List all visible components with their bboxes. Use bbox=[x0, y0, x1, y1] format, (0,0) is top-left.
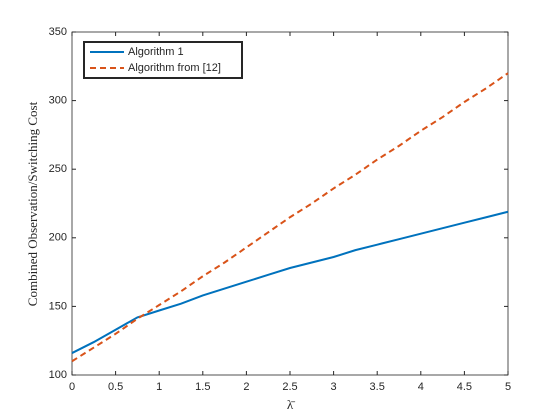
x-tick-label: 1.5 bbox=[195, 381, 210, 393]
series-line bbox=[71, 210, 509, 354]
x-tick-label: 0 bbox=[69, 381, 75, 393]
y-tick-label: 200 bbox=[49, 232, 67, 244]
series-line bbox=[71, 72, 509, 363]
legend-label: Algorithm from [12] bbox=[128, 62, 221, 74]
x-tick-label: 2 bbox=[243, 381, 249, 393]
y-tick-label: 350 bbox=[49, 26, 67, 38]
x-tick-label: 1 bbox=[156, 381, 162, 393]
y-tick-label: 300 bbox=[49, 95, 67, 107]
y-tick-label: 250 bbox=[49, 163, 67, 175]
x-tick-label: 4.5 bbox=[457, 381, 472, 393]
x-tick-label: 4 bbox=[418, 381, 424, 393]
x-tick-label: 3 bbox=[331, 381, 337, 393]
y-tick-label: 100 bbox=[49, 369, 67, 381]
y-tick-label: 150 bbox=[49, 300, 67, 312]
legend-box bbox=[83, 41, 243, 79]
y-axis-label: Combined Observation/Switching Cost bbox=[25, 101, 40, 306]
x-tick-label: 2.5 bbox=[282, 381, 297, 393]
x-tick-label: 5 bbox=[505, 381, 511, 393]
x-axis-label: λ̄ bbox=[287, 397, 295, 412]
plot-area bbox=[71, 31, 509, 376]
x-tick-label: 0.5 bbox=[108, 381, 123, 393]
x-tick-label: 3.5 bbox=[370, 381, 385, 393]
legend-label: Algorithm 1 bbox=[128, 46, 184, 58]
